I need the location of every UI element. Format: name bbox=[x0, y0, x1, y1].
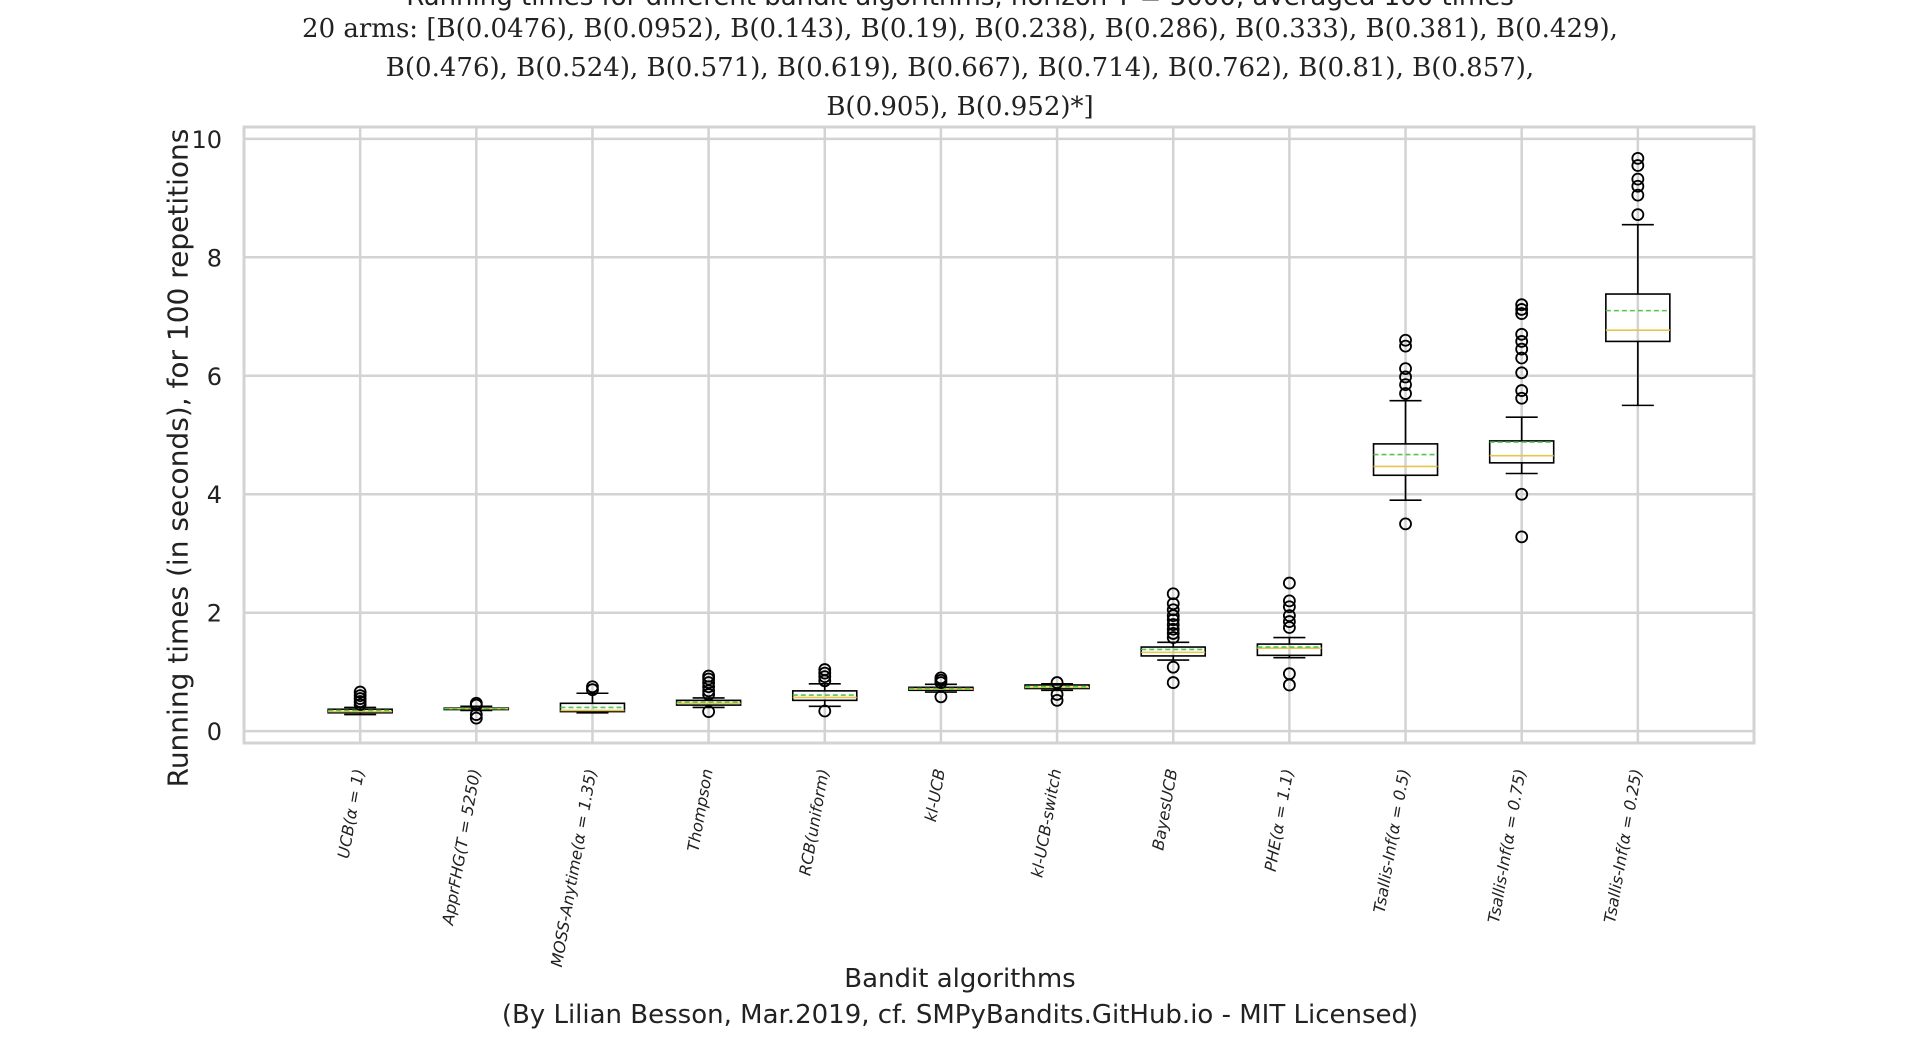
flier-point bbox=[1515, 384, 1529, 397]
y-axis-label: Running times (in seconds), for 100 repe… bbox=[161, 128, 195, 788]
flier-point bbox=[353, 689, 367, 703]
title-line-4: B(0.905), B(0.952)*] bbox=[826, 92, 1094, 122]
flier-point bbox=[1282, 600, 1296, 614]
title-line-1: Running times for different bandit algor… bbox=[0, 0, 1920, 12]
x-tick-label: kl-UCB-switch bbox=[1027, 767, 1065, 879]
flier-point bbox=[1631, 151, 1645, 165]
title-line-3: B(0.476), B(0.524), B(0.571), B(0.619), … bbox=[385, 53, 1535, 83]
flier-point bbox=[1399, 333, 1412, 347]
x-tick-label: Thompson bbox=[683, 767, 716, 853]
flier-point bbox=[1515, 487, 1529, 501]
box-iqr bbox=[1256, 643, 1323, 657]
x-tick-label: ApprFHG(T = 5250) bbox=[438, 767, 484, 927]
title-line-2: 20 arms: [B(0.0476), B(0.0952), B(0.143)… bbox=[302, 14, 1618, 44]
flier-point bbox=[818, 663, 832, 676]
flier-point bbox=[1515, 391, 1529, 405]
y-tick-label: 8 bbox=[207, 244, 222, 272]
box-iqr bbox=[1605, 293, 1671, 343]
x-tick-label: Tsallis-Inf(α = 0.25) bbox=[1600, 767, 1646, 924]
x-tick-label: Tsallis-Inf(α = 0.5) bbox=[1370, 767, 1414, 914]
flier-point bbox=[1166, 660, 1180, 674]
x-tick-label: MOSS-Anytime(α = 1.35) bbox=[547, 767, 601, 968]
flier-point bbox=[1166, 618, 1180, 631]
flier-point bbox=[1631, 208, 1645, 222]
x-tick-label: UCB(α = 1) bbox=[334, 767, 368, 860]
flier-point bbox=[1050, 693, 1064, 707]
flier-point bbox=[1399, 378, 1412, 392]
x-tick-label: Tsallis-Inf(α = 0.75) bbox=[1484, 767, 1530, 924]
flier-point bbox=[1399, 387, 1412, 400]
x-axis-sublabel: (By Lilian Besson, Mar.2019, cf. SMPyBan… bbox=[501, 1000, 1419, 1030]
x-axis-label: Bandit algorithms bbox=[844, 964, 1076, 994]
flier-point bbox=[1399, 362, 1412, 376]
flier-point bbox=[1515, 342, 1529, 356]
flier-point bbox=[1515, 351, 1529, 365]
flier-point bbox=[702, 676, 716, 689]
x-tick-label: kl-UCB bbox=[921, 767, 949, 823]
y-tick-label: 4 bbox=[207, 481, 222, 509]
flier-point bbox=[469, 711, 483, 725]
flier-point bbox=[1282, 615, 1296, 628]
flier-point bbox=[1515, 303, 1529, 316]
flier-point bbox=[1631, 172, 1645, 186]
flier-point bbox=[1282, 594, 1296, 608]
flier-point bbox=[1631, 179, 1645, 193]
y-tick-label: 0 bbox=[207, 718, 222, 746]
flier-point bbox=[1515, 307, 1529, 320]
flier-point bbox=[934, 690, 948, 704]
box-iqr bbox=[1372, 443, 1439, 477]
flier-point bbox=[1515, 366, 1529, 380]
y-tick-label: 10 bbox=[191, 126, 222, 154]
flier-point bbox=[1515, 327, 1529, 341]
flier-point bbox=[818, 666, 832, 680]
plot-area bbox=[244, 127, 1754, 743]
flier-point bbox=[1166, 587, 1180, 601]
flier-point bbox=[1515, 335, 1529, 348]
x-tick-label: BayesUCB bbox=[1148, 767, 1181, 851]
flier-point bbox=[1399, 339, 1412, 353]
flier-point bbox=[1166, 627, 1180, 640]
flier-point bbox=[1282, 609, 1296, 623]
flier-point bbox=[934, 671, 948, 685]
flier-point bbox=[1515, 530, 1529, 544]
flier-point bbox=[818, 704, 832, 718]
y-tick-label: 6 bbox=[207, 363, 222, 391]
flier-point bbox=[1166, 676, 1180, 689]
flier-point bbox=[702, 705, 716, 719]
flier-point bbox=[1631, 159, 1645, 172]
flier-point bbox=[1515, 298, 1529, 312]
flier-point bbox=[818, 670, 832, 684]
flier-point bbox=[702, 669, 716, 683]
flier-point bbox=[586, 680, 599, 694]
flier-point bbox=[1399, 517, 1412, 531]
flier-point bbox=[1166, 597, 1180, 611]
box-iqr bbox=[1488, 440, 1555, 464]
box-iqr bbox=[1140, 646, 1207, 657]
flier-point bbox=[1166, 603, 1180, 617]
x-tick-label: PHE(α = 1.1) bbox=[1261, 767, 1298, 873]
flier-point bbox=[1631, 188, 1645, 202]
plot-frame bbox=[242, 125, 1756, 745]
flier-point bbox=[353, 685, 367, 699]
flier-point bbox=[1399, 370, 1412, 384]
flier-point bbox=[1166, 613, 1180, 627]
flier-point bbox=[1050, 676, 1064, 689]
x-tick-label: RCB(uniform) bbox=[795, 767, 832, 877]
flier-point bbox=[1166, 622, 1180, 636]
flier-point bbox=[1282, 576, 1296, 590]
flier-point bbox=[469, 696, 483, 710]
flier-point bbox=[1166, 631, 1180, 644]
y-tick-label: 2 bbox=[207, 600, 222, 628]
flier-point bbox=[1282, 667, 1296, 681]
